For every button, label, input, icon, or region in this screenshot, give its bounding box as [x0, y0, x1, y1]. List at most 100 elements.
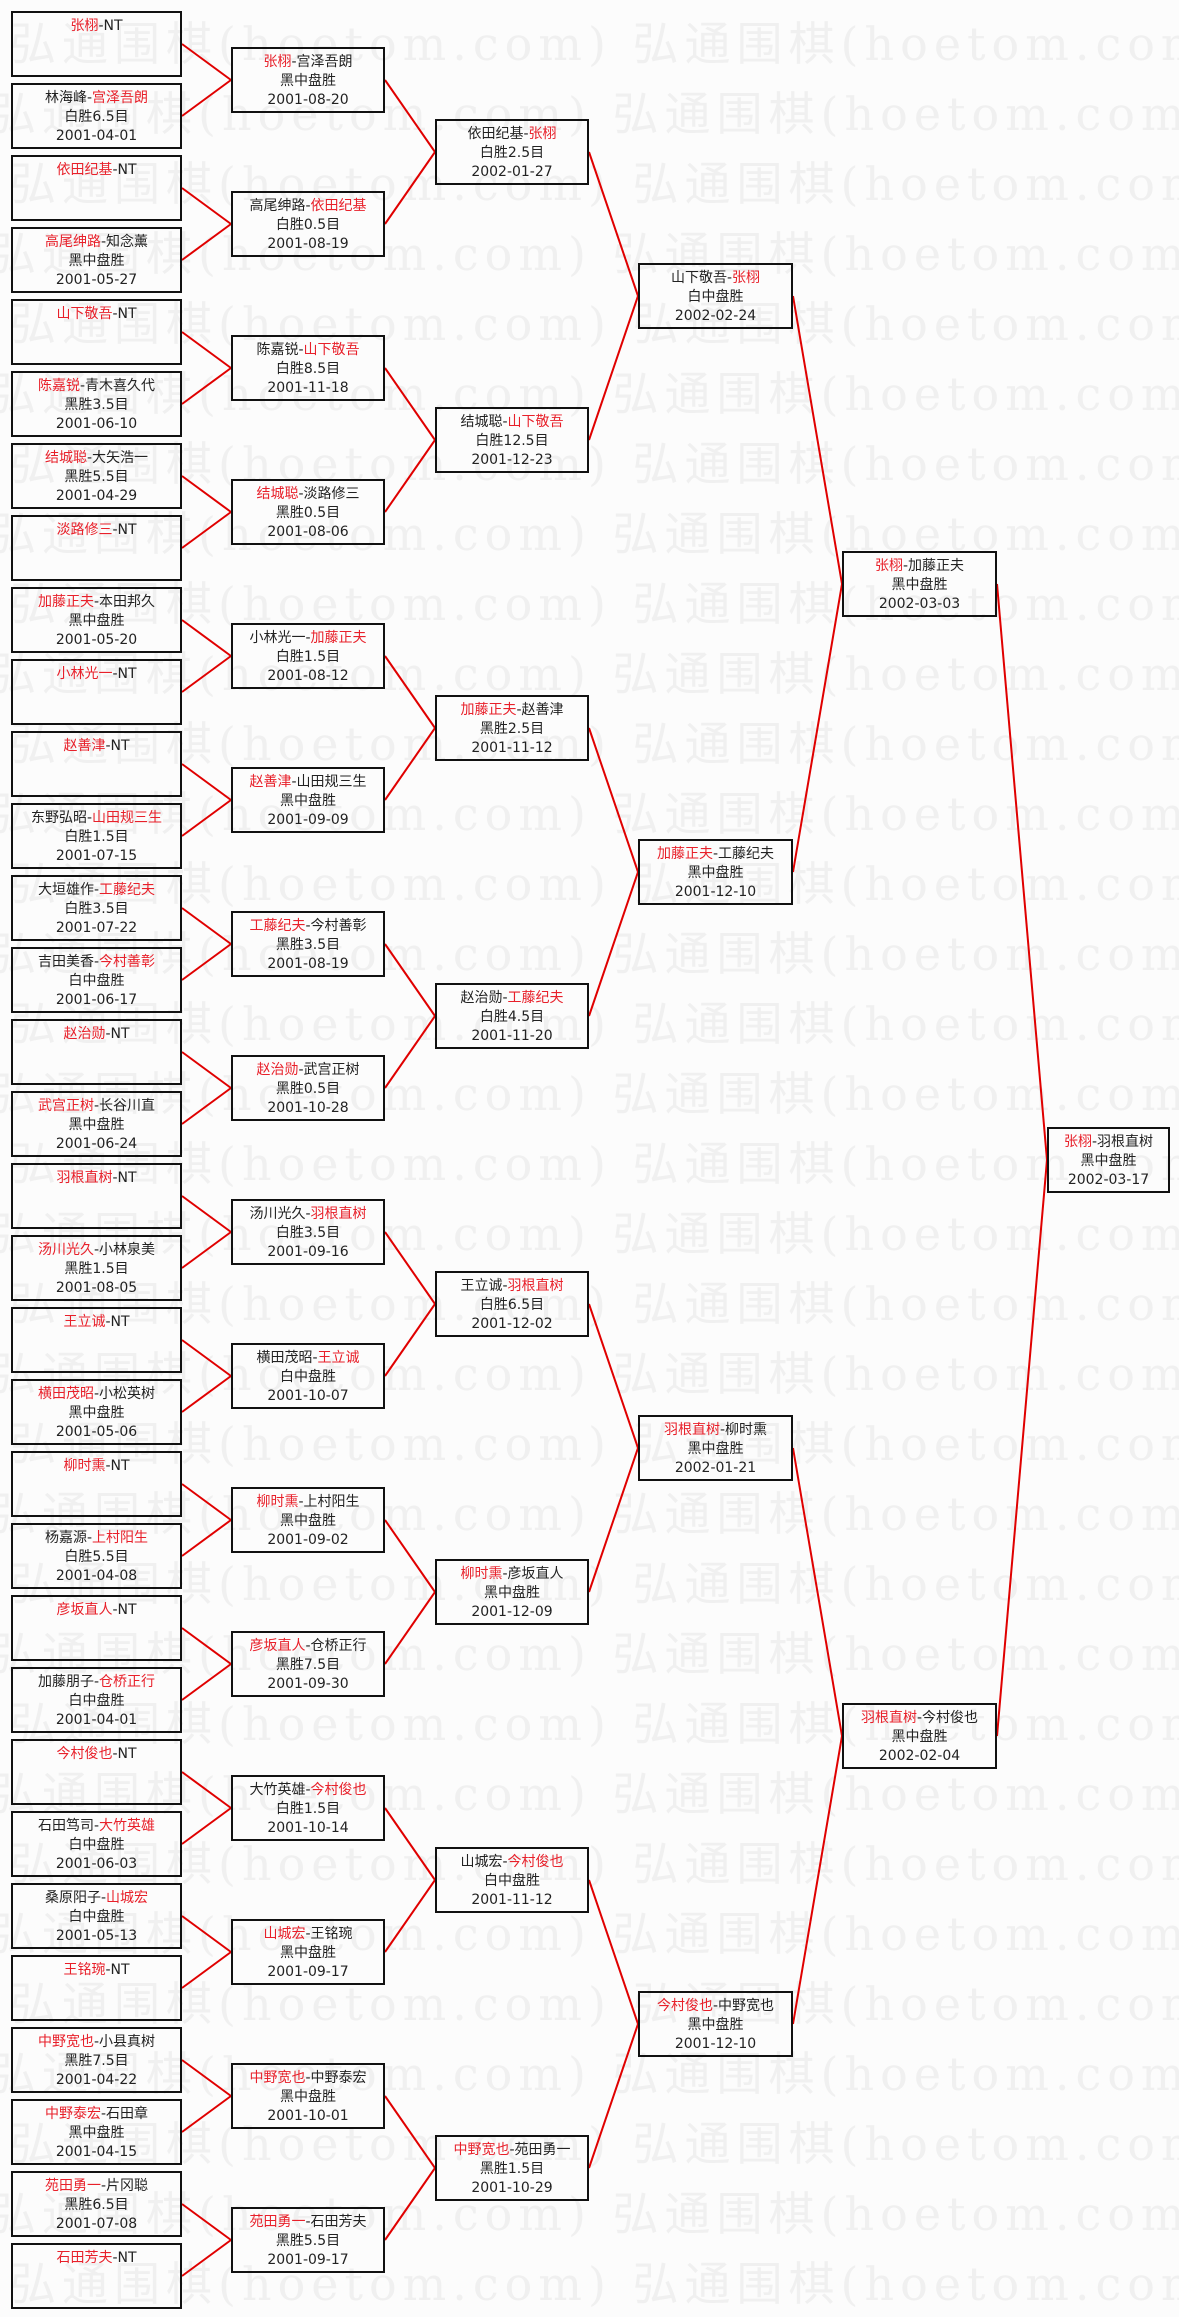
match-box: 高尾绅路-知念薰 黑中盘胜 2001-05-27 [11, 227, 182, 293]
match-date: 2002-01-27 [471, 164, 553, 180]
separator: - [93, 1242, 100, 1258]
match-players: 中野泰宏-石田章 [13, 2105, 180, 2124]
match-players: 吉田美香-今村善彰 [13, 953, 180, 972]
match-box: 高尾绅路-依田纪基 白胜0.5目 2001-08-19 [231, 191, 385, 257]
match-result: 黑胜0.5目 [275, 505, 341, 521]
match-result: 白胜3.5目 [275, 1225, 341, 1241]
match-players: 高尾绅路-依田纪基 [233, 197, 383, 216]
bracket-connector [181, 1627, 232, 1665]
match-players: 加藤朋子-仓桥正行 [13, 1673, 180, 1692]
separator: - [105, 1314, 111, 1330]
player-white: 苑田勇一 [514, 2142, 571, 2158]
bracket-connector [181, 1771, 232, 1809]
match-players: 张栩-宫泽吾朗 [233, 53, 383, 72]
match-players: 山下敬吾-张栩 [640, 269, 791, 288]
match-players: 加藤正夫-工藤纪夫 [640, 845, 791, 864]
player-white: 今村俊也 [507, 1854, 564, 1870]
bracket-connector [384, 79, 436, 153]
separator: - [100, 234, 107, 250]
player-black: 横田茂昭 [256, 1350, 313, 1366]
player-white: 淡路修三 [303, 486, 360, 502]
match-result: 黑中盘胜 [1080, 1153, 1137, 1169]
bracket-connector [181, 223, 232, 261]
match-players: 陈嘉锐-青木喜久代 [13, 377, 180, 396]
separator: - [291, 774, 297, 790]
match-result: 黑中盘胜 [280, 73, 336, 89]
player-black: 汤川光久 [249, 1206, 306, 1222]
separator: - [112, 522, 118, 538]
match-result: 黑胜6.5目 [64, 2197, 129, 2213]
match-result: 黑中盘胜 [68, 613, 125, 629]
bracket-connector [181, 763, 232, 801]
match-box: 杨嘉源-上村阳生 白胜5.5目 2001-04-08 [11, 1523, 182, 1589]
match-result: 黑胜5.5目 [64, 469, 129, 485]
match-date: 2001-12-02 [471, 1316, 553, 1332]
match-date: 2001-10-01 [267, 2108, 349, 2124]
player-white: 工藤纪夫 [99, 882, 156, 898]
bracket-connector [181, 1375, 232, 1413]
match-date: 2002-02-24 [674, 308, 757, 324]
player-white: 本田邦久 [99, 594, 156, 610]
match-result: 白胜8.5目 [275, 361, 341, 377]
player-white: 羽根直树 [310, 1206, 367, 1222]
player-black: 淡路修三 [56, 522, 113, 538]
match-players: 王铭琬-NT [13, 1961, 180, 1980]
bracket-connector [588, 2023, 639, 2169]
bracket-connector [588, 295, 639, 441]
player-black: 赵治勋 [460, 990, 503, 1006]
separator: - [100, 2106, 107, 2122]
player-black: 山城宏 [460, 1854, 503, 1870]
separator: - [105, 1458, 111, 1474]
match-result: 白胜12.5目 [475, 433, 549, 449]
match-players: 张栩-加藤正夫 [844, 557, 995, 576]
match-date: 2001-04-22 [55, 2072, 138, 2088]
bracket-connector [792, 295, 843, 585]
separator: - [93, 594, 100, 610]
match-result: 黑胜3.5目 [64, 397, 129, 413]
match-date: 2002-01-21 [674, 1460, 757, 1476]
bracket-connector [384, 2095, 436, 2169]
match-result: 黑胜2.5目 [479, 721, 545, 737]
player-black: 加藤正夫 [37, 594, 94, 610]
player-white: 石田章 [106, 2106, 149, 2122]
match-date: 2001-06-24 [55, 1136, 138, 1152]
match-players: 苑田勇一-片冈聪 [13, 2177, 180, 2196]
player-white: 仓桥正行 [99, 1674, 156, 1690]
match-players: 今村俊也-NT [13, 1745, 180, 1764]
separator: - [112, 1602, 118, 1618]
match-date: 2001-11-12 [471, 740, 553, 756]
player-white: 仓桥正行 [310, 1638, 367, 1654]
match-players: 羽根直树-今村俊也 [844, 1709, 995, 1728]
player-black: 苑田勇一 [44, 2178, 101, 2194]
player-white: 工藤纪夫 [718, 846, 775, 862]
match-box: 山城宏-今村俊也 白中盘胜 2001-11-12 [435, 1847, 589, 1913]
separator: - [291, 54, 297, 70]
match-box: 加藤正夫-工藤纪夫 黑中盘胜 2001-12-10 [638, 839, 793, 905]
match-box: 汤川光久-小林泉美 黑胜1.5目 2001-08-05 [11, 1235, 182, 1301]
bracket-connector [181, 187, 232, 225]
separator: - [726, 270, 733, 286]
player-black: 陈嘉锐 [256, 342, 299, 358]
bracket-connector [384, 1879, 436, 1953]
bye-label: NT [103, 18, 123, 34]
player-black: 中野宽也 [453, 2142, 510, 2158]
match-result: 黑中盘胜 [68, 2125, 125, 2141]
match-result: 白胜2.5目 [479, 145, 545, 161]
player-white: 张栩 [732, 270, 761, 286]
match-result: 黑胜7.5目 [275, 1657, 341, 1673]
player-black: 赵善津 [63, 738, 106, 754]
match-players: 结城聪-淡路修三 [233, 485, 383, 504]
bracket-connector [384, 1015, 436, 1089]
bracket-connector [181, 367, 232, 405]
player-white: 上村阳生 [303, 1494, 360, 1510]
player-white: 片冈聪 [106, 2178, 149, 2194]
match-box: 结城聪-淡路修三 黑胜0.5目 2001-08-06 [231, 479, 385, 545]
match-players: 横田茂昭-王立诚 [233, 1349, 383, 1368]
bracket-connector [792, 1735, 843, 2025]
bye-label: NT [110, 1314, 130, 1330]
separator: - [93, 882, 100, 898]
player-black: 赵治勋 [256, 1062, 299, 1078]
separator: - [100, 1890, 107, 1906]
match-players: 东野弘昭-山田规三生 [13, 809, 180, 828]
bracket-connector [181, 1195, 232, 1233]
